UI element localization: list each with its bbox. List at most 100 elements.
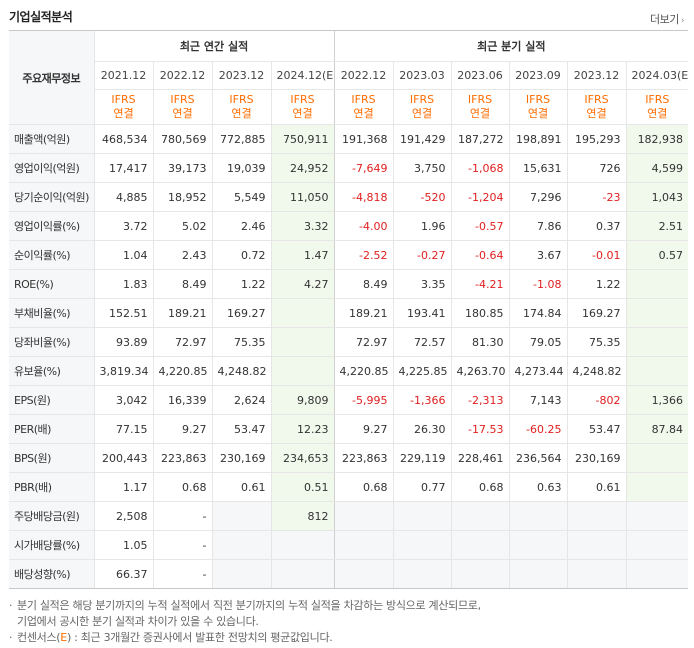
table-cell [566, 559, 627, 589]
table-cell [270, 559, 335, 589]
table-cell: -0.64 [450, 240, 510, 270]
period-0: 2021.12 [93, 61, 153, 90]
table-cell [392, 530, 452, 560]
row-label: 부채비율(%) [9, 298, 94, 328]
table-cell: 87.84 [625, 414, 689, 444]
row-label: 배당성향(%) [9, 559, 94, 589]
basis-top: IFRS [229, 93, 254, 106]
table-cell [625, 443, 689, 473]
table-cell [392, 559, 452, 589]
table-cell: 182,938 [625, 124, 689, 154]
table-cell: 200,443 [93, 443, 153, 473]
period-8: 2023.12 [566, 61, 627, 90]
table-cell: 5,549 [211, 182, 271, 212]
basis-bottom: 연결 [411, 107, 433, 120]
basis-cell: IFRS 연결 [566, 89, 627, 125]
table-cell [625, 298, 689, 328]
table-cell: 8.49 [333, 269, 394, 299]
table-cell: 11,050 [270, 182, 335, 212]
table-cell: 1.83 [93, 269, 153, 299]
table-cell: 5.02 [152, 211, 212, 241]
table-row: 영업이익(억원) 17,417 39,173 19,039 24,952 -7,649 3,… [9, 153, 689, 183]
table-row: 유보율(%) 3,819.34 4,220.85 4,248.82 4,220.85 4,… [9, 356, 689, 386]
table-cell: 191,368 [333, 124, 394, 154]
more-link[interactable]: 더보기 › [650, 11, 685, 27]
table-cell: -60.25 [508, 414, 568, 444]
table-cell: 780,569 [152, 124, 212, 154]
table-cell: -2,313 [450, 385, 510, 415]
table-cell: 169.27 [211, 298, 271, 328]
table-cell: 0.68 [450, 472, 510, 502]
table-cell [625, 327, 689, 357]
table-cell [392, 501, 452, 531]
table-cell: 79.05 [508, 327, 568, 357]
table-cell: 198,891 [508, 124, 568, 154]
period-2: 2023.12 [211, 61, 271, 90]
basis-top: IFRS [170, 93, 195, 106]
table-row: ROE(%) 1.83 8.49 1.22 4.27 8.49 3.35 -4.21 -1.08… [9, 269, 689, 299]
table-cell: -1.08 [508, 269, 568, 299]
table-cell: 1,043 [625, 182, 689, 212]
table-cell: 189.21 [333, 298, 394, 328]
table-cell: 1.17 [93, 472, 153, 502]
table-cell: 53.47 [211, 414, 271, 444]
period-4: 2022.12 [333, 61, 394, 90]
basis-top: IFRS [467, 93, 493, 106]
table-cell: 187,272 [450, 124, 510, 154]
table-row: 당좌비율(%) 93.89 72.97 75.35 72.97 72.57 81.30 79.… [9, 327, 689, 357]
table-row: 순이익률(%) 1.04 2.43 0.72 1.47 -2.52 -0.27 -0.64 3.… [9, 240, 689, 270]
table-cell: 3.35 [392, 269, 452, 299]
table-cell: 66.37 [93, 559, 153, 589]
table-cell: 2,624 [211, 385, 271, 415]
table-cell: 4,885 [93, 182, 153, 212]
table-cell: 230,169 [566, 443, 627, 473]
table-cell [333, 501, 394, 531]
table-cell [270, 327, 335, 357]
table-cell [270, 298, 335, 328]
row-label: PBR(배) [9, 472, 94, 502]
period-6: 2023.06 [450, 61, 510, 90]
table-cell: 18,952 [152, 182, 212, 212]
table-cell: 9,809 [270, 385, 335, 415]
table-cell: -520 [392, 182, 452, 212]
table-cell: 229,119 [392, 443, 452, 473]
basis-top: IFRS [290, 93, 315, 106]
table-cell: 93.89 [93, 327, 153, 357]
table-cell [566, 530, 627, 560]
table-cell [211, 559, 271, 589]
note-quarterly: · 분기 실적은 해당 분기까지의 누적 실적에서 직전 분기까지의 누적 실적을… [9, 599, 481, 612]
period-3: 2024.12(E) [270, 61, 335, 90]
table-cell: 2,508 [93, 501, 153, 531]
table-cell [333, 530, 394, 560]
period-5: 2023.03 [392, 61, 452, 90]
header-label: 주요재무정보 [9, 30, 94, 125]
table-cell: 4,225.85 [392, 356, 452, 386]
table-cell: 223,863 [152, 443, 212, 473]
table-cell: 7,296 [508, 182, 568, 212]
table-cell: 726 [566, 153, 627, 183]
table-cell: 3,042 [93, 385, 153, 415]
table-cell [566, 501, 627, 531]
table-row: PBR(배) 1.17 0.68 0.61 0.51 0.68 0.77 0.68 0.63 0.… [9, 472, 689, 502]
table-cell [211, 530, 271, 560]
table-cell: 4,248.82 [566, 356, 627, 386]
table-cell: 75.35 [566, 327, 627, 357]
basis-bottom: 연결 [292, 107, 313, 120]
table-cell: 230,169 [211, 443, 271, 473]
table-cell: 72.97 [333, 327, 394, 357]
header-annual: 최근 연간 실적 [93, 30, 335, 62]
basis-top: IFRS [645, 93, 670, 106]
table-row: PER(배) 77.15 9.27 53.47 12.23 9.27 26.30 -17.53… [9, 414, 689, 444]
table-cell: -0.01 [566, 240, 627, 270]
table-cell: 228,461 [450, 443, 510, 473]
table-cell: 1.22 [211, 269, 271, 299]
table-cell: 7.86 [508, 211, 568, 241]
basis-bottom: 연결 [353, 107, 374, 120]
table-cell: 1.22 [566, 269, 627, 299]
table-cell: 3,750 [392, 153, 452, 183]
table-cell: 0.68 [333, 472, 394, 502]
table-row: 매출액(억원) 468,534 780,569 772,885 750,911 191,3… [9, 124, 689, 154]
note-quarterly-cont: 기업에서 공시한 분기 실적과 차이가 있을 수 있습니다. [9, 614, 481, 630]
row-label: EPS(원) [9, 385, 94, 415]
table-cell: -17.53 [450, 414, 510, 444]
